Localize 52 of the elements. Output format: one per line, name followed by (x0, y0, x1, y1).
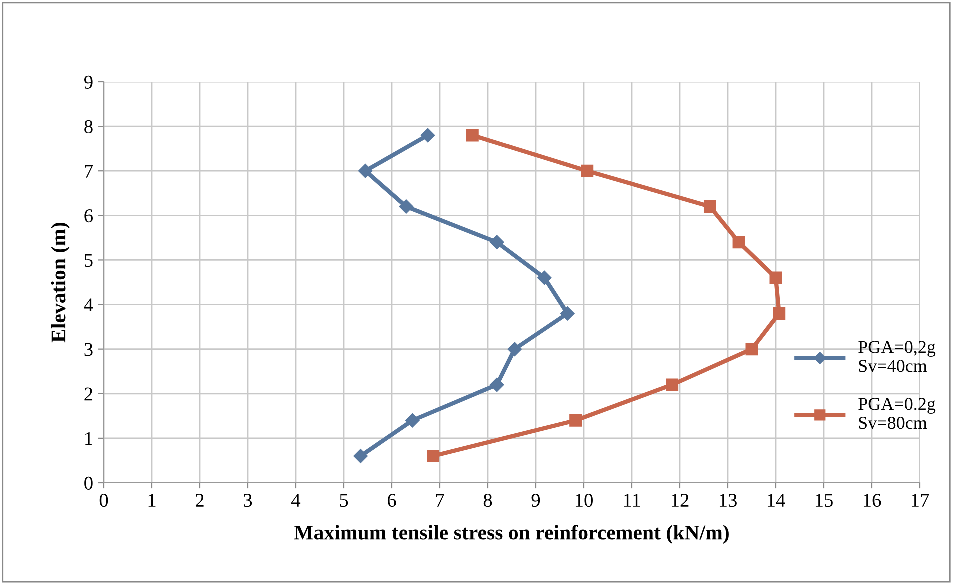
point (560, 306, 575, 321)
x-tick-label: 14 (768, 494, 786, 507)
x-tick-label: 11 (624, 494, 640, 507)
point (704, 200, 716, 214)
y-tick-label: 0 (84, 476, 93, 490)
point (420, 128, 436, 143)
x-tick-label: 3 (244, 494, 252, 508)
x-tick-label: 7 (436, 494, 444, 507)
x-tick-label: 12 (672, 494, 689, 507)
point (466, 129, 479, 142)
point (399, 200, 414, 214)
y-tick-label: 7 (85, 165, 94, 178)
x-tick-label: 1 (148, 494, 156, 507)
point (358, 164, 373, 178)
y-axis-title: Elevation (m) (51, 222, 70, 343)
point (581, 164, 594, 178)
x-tick-label: 16 (864, 494, 882, 508)
x-tick-label: 6 (388, 494, 396, 508)
x-axis-title: Maximum tensile stress on reinforcement (kN/m) (294, 524, 729, 544)
y-tick-label: 5 (84, 254, 93, 268)
y-tick-label: 2 (84, 388, 93, 401)
point (666, 378, 679, 392)
x-tick-label: 0 (100, 494, 108, 508)
x-tick-label: 2 (196, 494, 204, 507)
y-tick-label: 9 (84, 76, 93, 89)
x-tick-label: 13 (720, 494, 737, 508)
x-tick-label: 10 (576, 494, 593, 508)
point (538, 270, 552, 286)
point (732, 236, 746, 249)
x-tick-label: 4 (292, 494, 301, 507)
y-tick-label: 6 (84, 210, 94, 223)
y-tick-label: 3 (84, 343, 93, 356)
point (770, 272, 782, 284)
point (490, 235, 504, 250)
x-tick-label: 17 (912, 494, 930, 507)
point (773, 307, 786, 320)
x-tick-label: 9 (532, 494, 540, 508)
x-tick-label: 15 (816, 494, 833, 508)
point (746, 343, 758, 356)
y-tick-label: 1 (86, 432, 92, 446)
y-tick-label: 8 (84, 120, 93, 134)
point (427, 450, 440, 463)
point (354, 449, 368, 464)
legend-label: PGA=0,2g Sv=40cm (858, 341, 936, 372)
y-tick-label: 4 (84, 298, 94, 312)
x-tick-label: 8 (484, 494, 492, 508)
point (508, 342, 522, 356)
x-tick-label: 5 (340, 494, 348, 508)
legend-label: PGA=0.2g Sv=80cm (858, 398, 936, 430)
point (406, 414, 420, 428)
point (570, 414, 582, 427)
point (490, 378, 504, 392)
